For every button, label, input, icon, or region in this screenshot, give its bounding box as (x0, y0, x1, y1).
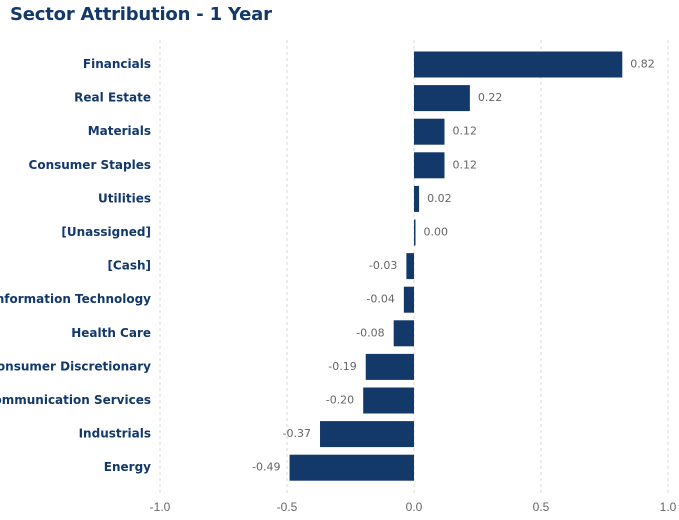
x-tick-label: -1.0 (150, 500, 171, 514)
bar (414, 85, 470, 112)
category-label: Communication Services (0, 393, 151, 407)
chart-title: Sector Attribution - 1 Year (10, 4, 272, 25)
category-label: [Unassigned] (61, 225, 151, 239)
bar (414, 152, 445, 179)
x-tick-label: 0.5 (533, 500, 550, 514)
category-label: Industrials (79, 427, 151, 441)
category-label: Consumer Staples (29, 158, 151, 172)
bar (289, 454, 414, 481)
bar (393, 320, 414, 347)
data-label: -0.37 (283, 427, 311, 440)
x-tick-label: -0.5 (277, 500, 298, 514)
x-tick-label: 0.0 (406, 500, 423, 514)
bar (365, 353, 414, 380)
bar (403, 286, 414, 313)
category-label: [Cash] (107, 259, 151, 273)
data-label: -0.04 (366, 293, 394, 306)
bar (320, 421, 414, 448)
bar (414, 185, 420, 212)
category-label: Consumer Discretionary (0, 359, 151, 373)
category-label: Information Technology (0, 292, 151, 306)
data-label: 0.00 (424, 226, 449, 239)
bar (414, 219, 416, 246)
category-label: Real Estate (74, 91, 151, 105)
category-label: Utilities (98, 191, 151, 205)
bar (414, 118, 445, 145)
data-label: 0.82 (630, 58, 655, 71)
data-label: 0.12 (452, 158, 477, 171)
category-label: Materials (88, 124, 151, 138)
category-label: Health Care (71, 326, 151, 340)
bar (414, 51, 623, 78)
data-label: -0.08 (356, 326, 384, 339)
data-label: -0.49 (252, 461, 280, 474)
data-label: -0.03 (369, 259, 397, 272)
category-label: Energy (104, 460, 151, 474)
x-tick-label: 1.0 (660, 500, 677, 514)
data-label: 0.02 (427, 192, 452, 205)
category-label: Financials (83, 57, 151, 71)
data-label: 0.22 (478, 91, 503, 104)
data-label: -0.19 (328, 360, 356, 373)
data-label: 0.12 (452, 125, 477, 138)
bar (363, 387, 414, 414)
bar (406, 253, 414, 280)
data-label: -0.20 (326, 394, 354, 407)
